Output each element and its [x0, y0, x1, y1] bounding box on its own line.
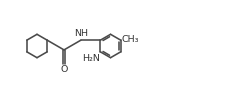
- Text: NH: NH: [74, 29, 88, 38]
- Text: CH₃: CH₃: [122, 35, 139, 44]
- Text: O: O: [60, 65, 68, 74]
- Text: H₂N: H₂N: [82, 54, 100, 63]
